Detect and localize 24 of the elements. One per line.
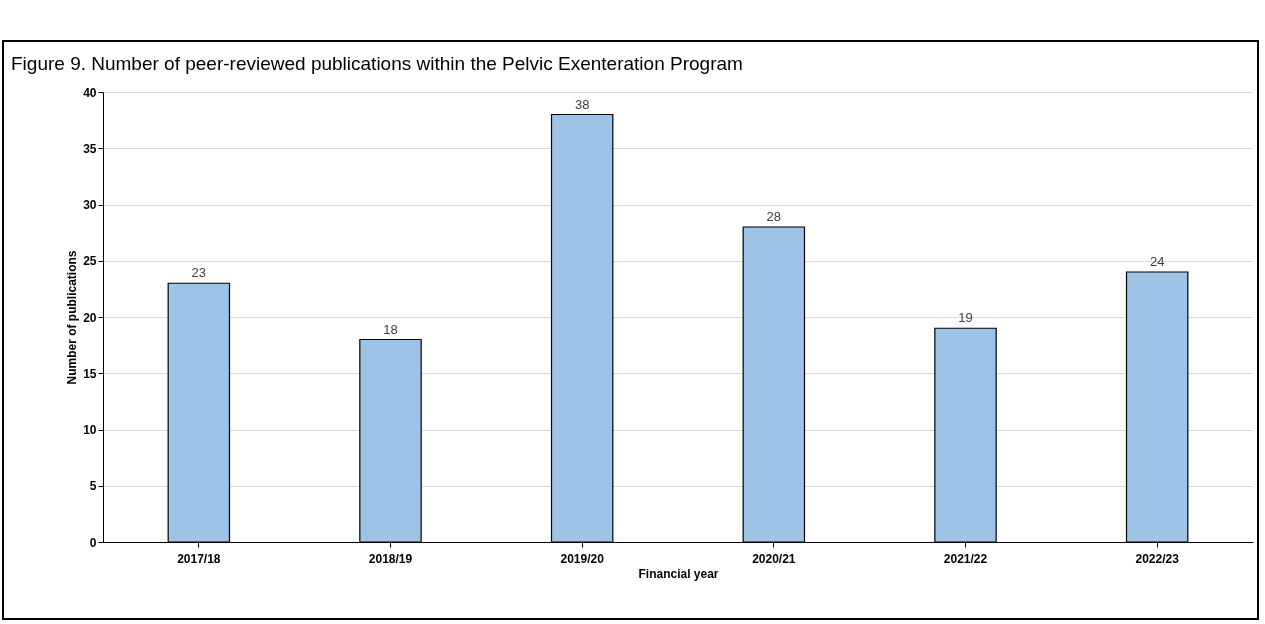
y-tick-label: 25 [83, 254, 97, 269]
y-tick-label: 40 [83, 85, 97, 100]
x-tick-label: 2018/19 [368, 551, 413, 566]
y-tick-label: 10 [83, 423, 97, 437]
x-axis-title: Financial year [638, 566, 719, 581]
y-axis-title: Number of publications [65, 250, 80, 385]
data-label: 24 [1149, 254, 1165, 269]
y-tick-label: 5 [89, 479, 97, 494]
y-tick-label: 35 [83, 141, 97, 156]
y-tick-label: 0 [89, 535, 97, 550]
data-label: 28 [766, 209, 782, 224]
chart-title: Figure 9. Number of peer-reviewed publications within the Pelvic Exenteration Program [11, 53, 743, 74]
x-tick-label: 2017/18 [177, 551, 221, 566]
x-tick-label: 2021/22 [943, 551, 988, 566]
data-label: 23 [191, 265, 207, 281]
y-tick-label: 30 [83, 198, 97, 212]
y-tick-label: 20 [83, 310, 97, 325]
data-label: 18 [383, 321, 398, 337]
x-tick-label: 2022/23 [1135, 551, 1180, 566]
data-label: 19 [958, 310, 973, 326]
x-tick-label: 2020/21 [752, 551, 796, 566]
data-label: 38 [574, 96, 590, 112]
x-tick-label: 2019/20 [560, 551, 605, 566]
y-tick-label: 15 [83, 366, 97, 381]
